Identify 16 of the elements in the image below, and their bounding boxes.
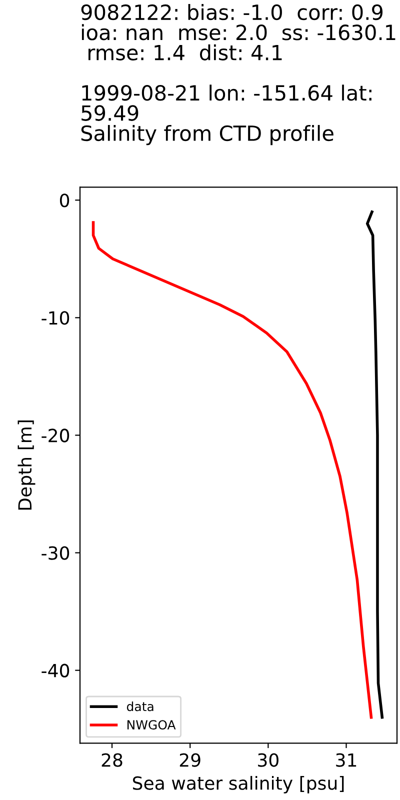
legend-label: NWGOA — [127, 720, 176, 730]
x-tick-label: 29 — [180, 753, 200, 767]
y-tick-label: -20 — [42, 428, 70, 442]
y-tick-label: -30 — [42, 546, 70, 560]
line-series — [366, 210, 384, 719]
x-tick-label: 31 — [336, 753, 356, 767]
x-axis-title: Sea water salinity [psu] — [132, 776, 344, 794]
line-series — [92, 221, 373, 719]
chart-title: 9082122: bias: -1.0 corr: 0.9 ioa: nan mse: 2.0 ss: -1630.1 rmse: 1.4 dist: 4.1 1999-08-21 lon: -151.64 lat: 59.49 Salinity from CTD profile — [81, 4, 396, 146]
y-axis-title: Depth [m] — [18, 420, 36, 510]
x-tick-label: 28 — [102, 753, 122, 767]
y-tick-label: -40 — [42, 664, 70, 678]
x-tick-label: 30 — [258, 753, 278, 767]
y-tick-label: -10 — [42, 311, 70, 325]
y-tick-label: 0 — [60, 194, 70, 208]
legend-label: data — [126, 702, 154, 712]
